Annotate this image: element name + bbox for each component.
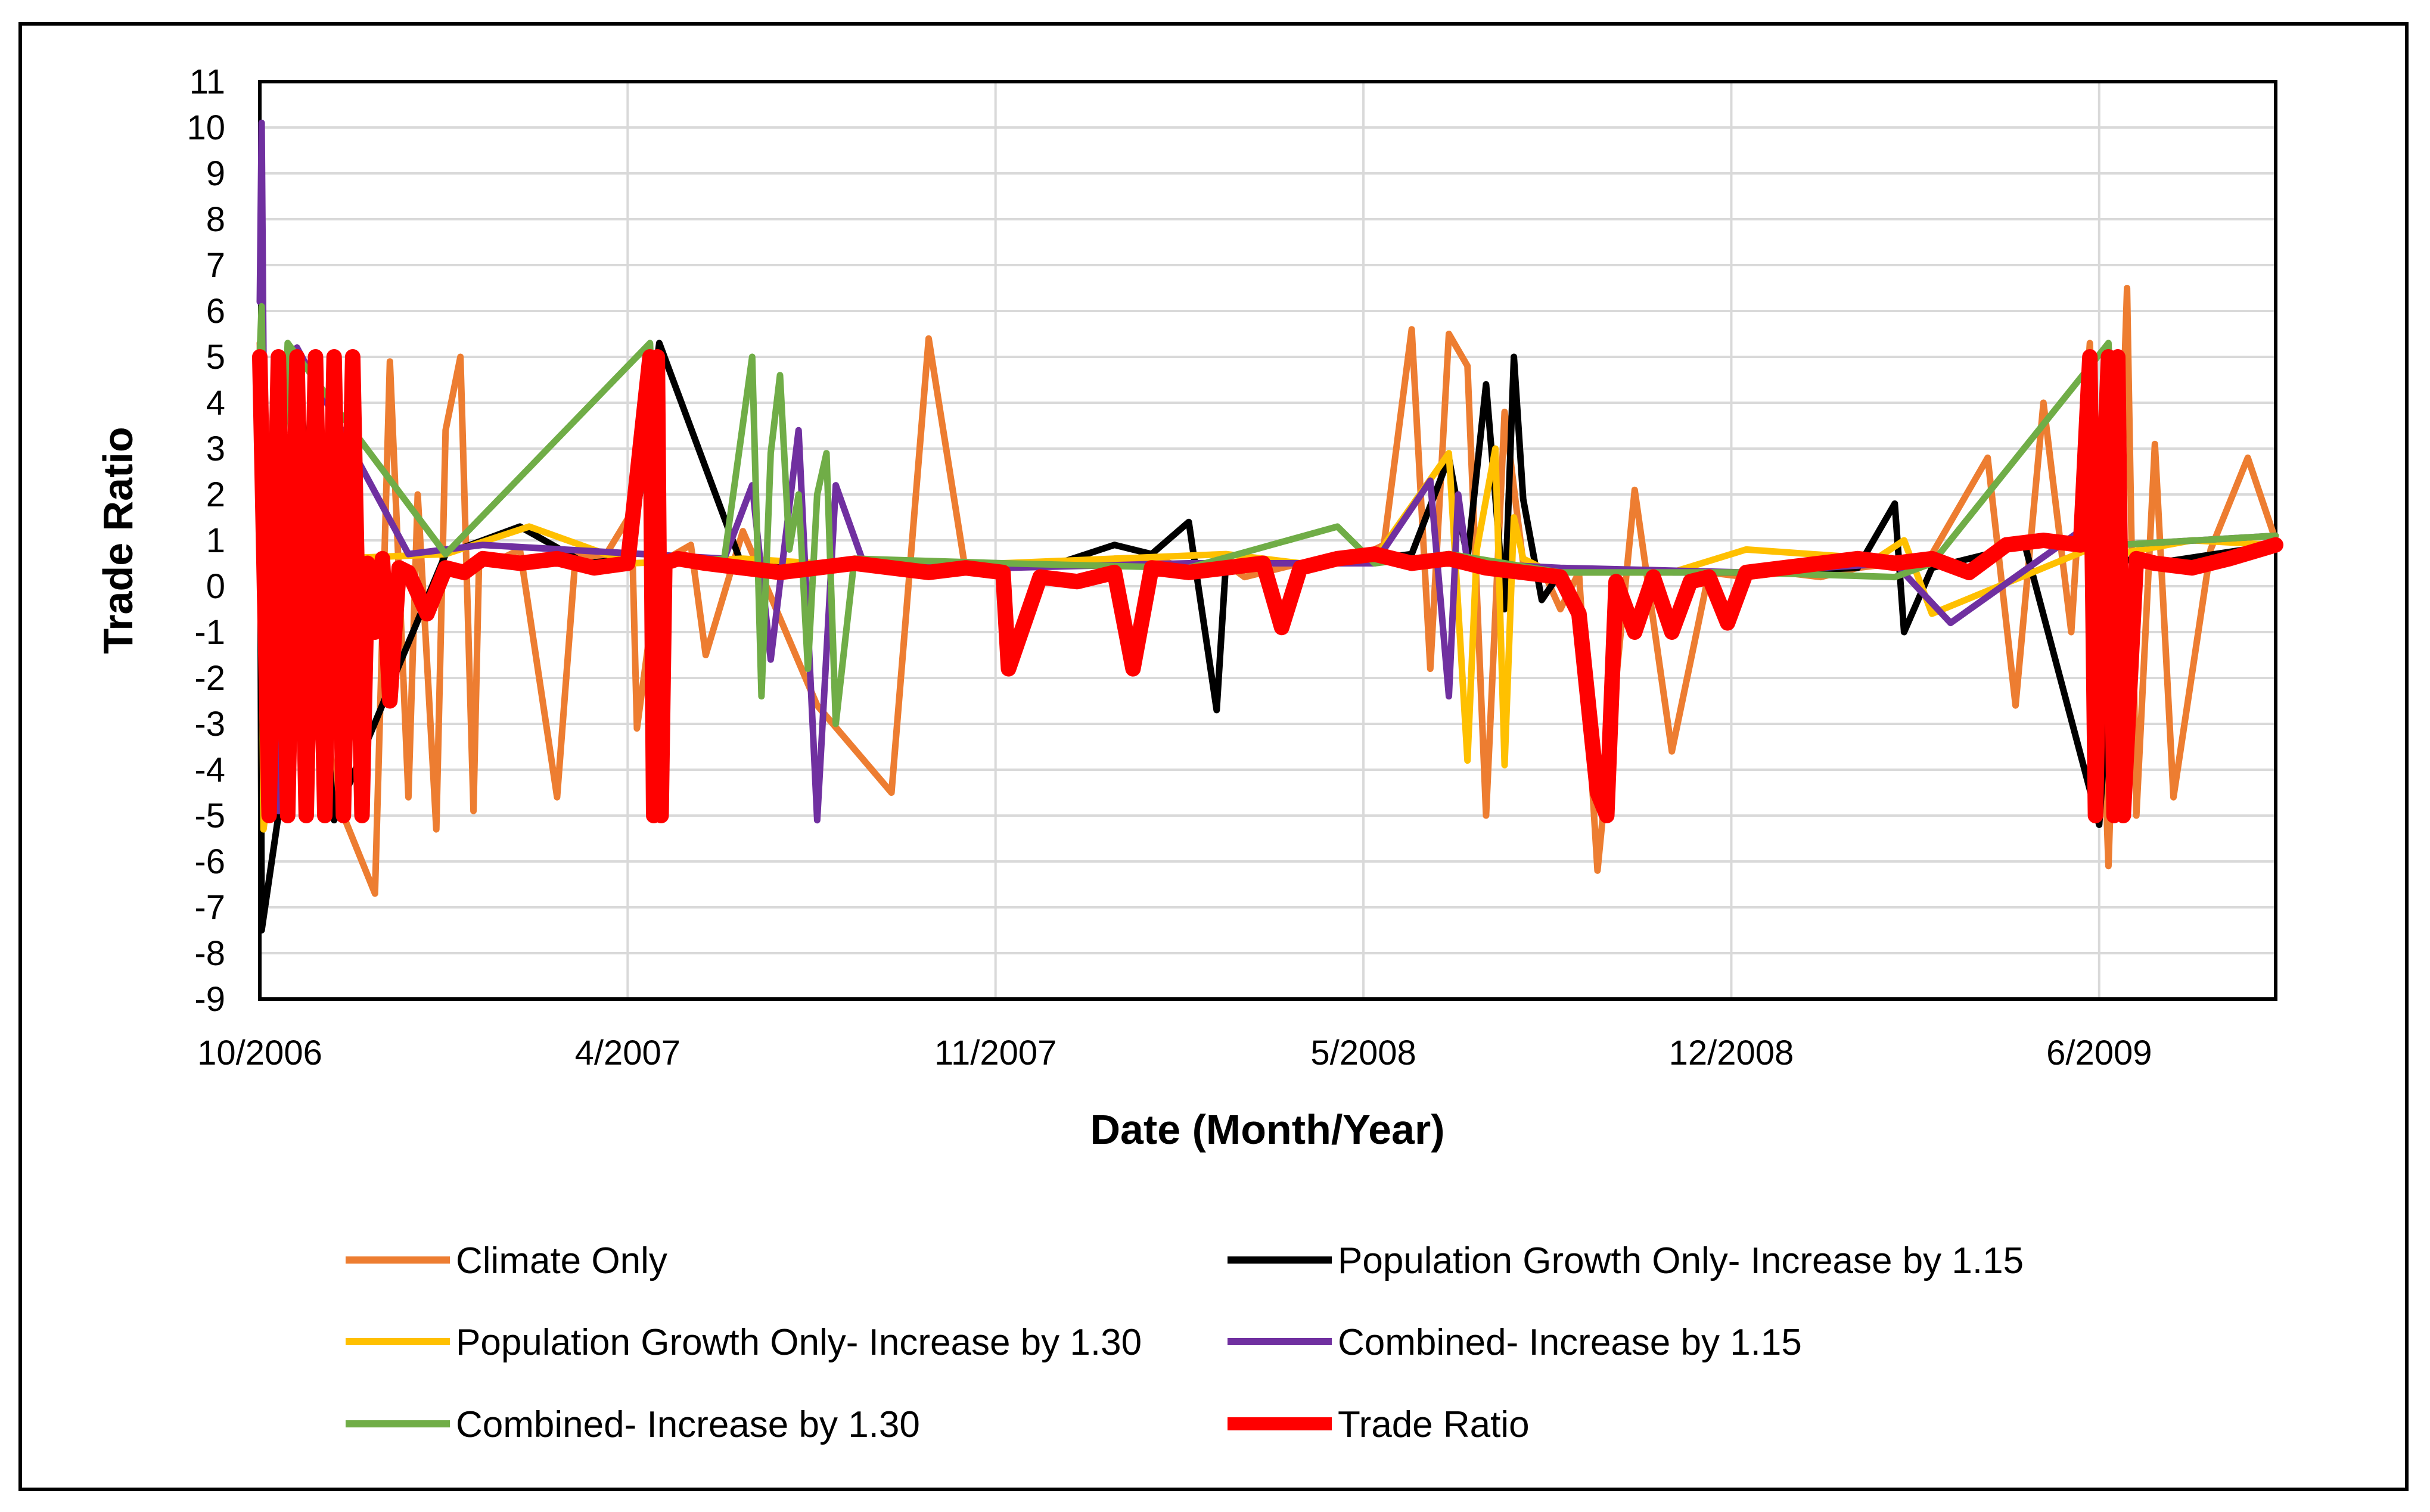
y-tick-label: 8	[206, 200, 225, 239]
y-axis-title: Trade Ratio	[95, 427, 141, 654]
y-tick-label: 4	[206, 384, 225, 422]
series-line-population-growth-only-increase-by-1-30	[256, 349, 2279, 833]
x-tick-label: 4/2007	[575, 1034, 680, 1072]
y-tick-label: 3	[206, 430, 225, 468]
y-tick-label: -1	[194, 613, 225, 652]
x-tick-label: 6/2009	[2046, 1034, 2152, 1072]
legend-label: Population Growth Only- Increase by 1.15	[1338, 1240, 2024, 1281]
x-tick-label: 5/2008	[1310, 1034, 1416, 1072]
y-tick-label: -7	[194, 888, 225, 927]
y-tick-label: -2	[194, 659, 225, 698]
y-tick-label: 6	[206, 292, 225, 331]
y-tick-label: -9	[194, 980, 225, 1019]
legend-label: Population Growth Only- Increase by 1.30	[456, 1322, 1142, 1363]
legend-label: Trade Ratio	[1338, 1404, 1530, 1445]
y-tick-label: -4	[194, 751, 225, 789]
series-line-trade-ratio	[252, 349, 2283, 823]
y-tick-label: 5	[206, 338, 225, 377]
outer-border	[18, 22, 2409, 1491]
y-tick-label: 2	[206, 475, 225, 514]
series-lines	[252, 119, 2283, 934]
y-tick-label: 10	[187, 108, 225, 147]
legend-label: Climate Only	[456, 1240, 667, 1281]
y-tick-label: 7	[206, 246, 225, 285]
y-tick-label: 11	[189, 63, 225, 101]
y-tick-label: -5	[194, 797, 225, 835]
legend: Climate Only Population Growth Only- Incr…	[346, 1240, 2024, 1445]
y-tick-label: -6	[194, 842, 225, 881]
y-tick-label: -8	[194, 934, 225, 973]
legend-label: Combined- Increase by 1.15	[1338, 1322, 1802, 1363]
y-tick-label: -3	[194, 705, 225, 743]
x-tick-label: 11/2007	[934, 1034, 1056, 1072]
y-tick-label: 1	[206, 521, 225, 560]
y-tick-label: 9	[206, 154, 225, 193]
legend-label: Combined- Increase by 1.30	[456, 1404, 920, 1445]
x-tick-label: 12/2008	[1669, 1034, 1794, 1072]
x-tick-label: 10/2006	[197, 1034, 322, 1072]
x-tick-labels: 10/2006 4/2007 11/2007 5/2008 12/2008 6/2009	[197, 1034, 2152, 1072]
x-axis-title: Date (Month/Year)	[1090, 1106, 1444, 1153]
y-tick-label: 0	[206, 567, 225, 606]
